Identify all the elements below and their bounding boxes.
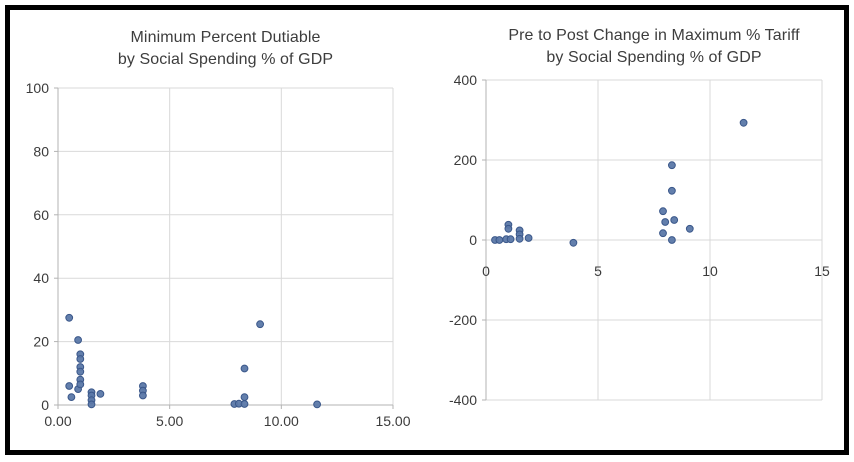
x-tick-label: 15: [814, 263, 830, 279]
data-point: [668, 236, 676, 244]
data-point: [65, 313, 74, 322]
data-point: [659, 229, 667, 238]
data-point: [240, 364, 249, 373]
y-tick-label: -400: [449, 392, 477, 408]
data-point: [661, 218, 670, 226]
y-tick-label: 60: [33, 207, 49, 223]
y-tick-label: 200: [454, 152, 478, 168]
data-point: [76, 367, 85, 376]
data-point: [67, 393, 76, 402]
data-point: [240, 400, 249, 408]
x-tick-label: 10.00: [264, 413, 299, 429]
data-point: [76, 380, 85, 389]
data-point: [506, 235, 515, 244]
data-point: [76, 355, 85, 363]
chart-title-left-line2: by Social Spending % of GDP: [117, 50, 334, 68]
chart-title-right-line1: Pre to Post Change in Maximum % Tariff: [508, 27, 800, 44]
y-tick-label: 0: [469, 232, 477, 248]
data-point: [524, 234, 533, 242]
x-tick-label: 10: [702, 263, 718, 279]
data-point: [139, 391, 147, 400]
y-tick-label: -200: [449, 312, 477, 328]
data-point: [96, 390, 105, 398]
data-point: [504, 224, 513, 233]
chart-title-right: Pre to Post Change in Maximum % Tariff b…: [486, 25, 822, 68]
data-point: [659, 207, 667, 216]
y-tick-label: 20: [33, 334, 49, 350]
data-point: [87, 400, 96, 409]
y-tick-label: 400: [454, 72, 478, 88]
y-tick-label: 40: [33, 270, 49, 286]
chart-title-left-line1: Minimum Percent Dutiable: [130, 29, 321, 46]
data-point: [670, 216, 679, 224]
y-tick-label: 80: [33, 143, 49, 159]
data-point: [668, 186, 676, 195]
x-tick-label: 0.00: [44, 413, 71, 429]
y-tick-label: 0: [41, 397, 49, 413]
scatter-plot-left: 0 20 40 60 80 100 0.00 5.00 10.00 15.00: [26, 80, 411, 429]
data-point: [240, 393, 249, 402]
scatter-plot-right: -400 -200 0 200 400 0 5 10 15: [449, 72, 830, 408]
data-point: [569, 238, 578, 247]
data-point: [313, 400, 322, 409]
data-point: [515, 234, 524, 243]
data-point: [65, 382, 74, 390]
x-tick-label: 0: [482, 263, 490, 279]
data-point: [495, 236, 504, 244]
x-tick-label: 5.00: [156, 413, 183, 429]
data-point: [74, 336, 82, 344]
data-point: [685, 224, 694, 233]
chart-title-right-line2: by Social Spending % of GDP: [546, 48, 762, 66]
x-tick-label: 5: [594, 263, 602, 279]
data-point: [256, 320, 265, 329]
data-point: [739, 118, 748, 127]
x-tick-label: 15.00: [375, 413, 410, 429]
data-point: [668, 161, 676, 170]
chart-title-left: Minimum Percent Dutiable by Social Spend…: [58, 27, 393, 70]
y-tick-label: 100: [26, 80, 50, 96]
